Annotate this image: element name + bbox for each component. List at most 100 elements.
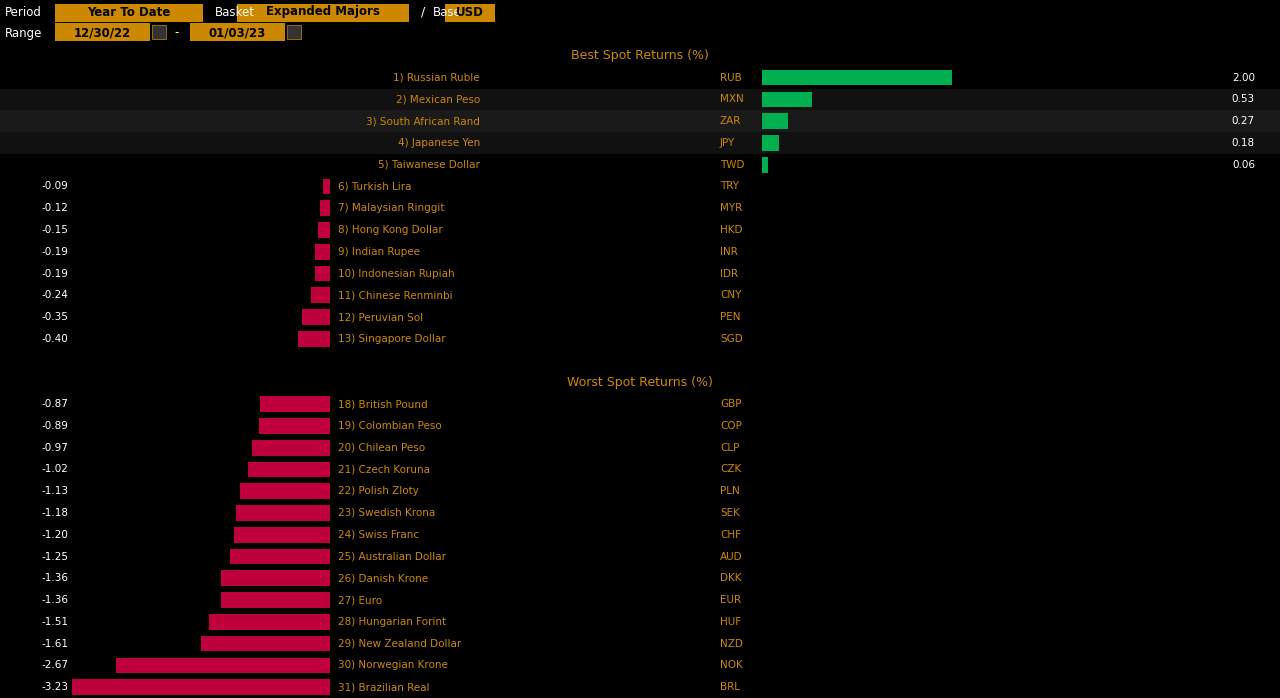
Text: -1.51: -1.51 xyxy=(41,617,68,627)
Text: 24) Swiss Franc: 24) Swiss Franc xyxy=(338,530,419,540)
Bar xyxy=(230,549,330,565)
Text: 13) Singapore Dollar: 13) Singapore Dollar xyxy=(338,334,445,344)
Text: 2.00: 2.00 xyxy=(1231,73,1254,82)
Text: 12/30/22: 12/30/22 xyxy=(73,27,131,40)
Text: 0.18: 0.18 xyxy=(1231,138,1254,148)
Text: 0.06: 0.06 xyxy=(1231,160,1254,170)
Text: Basket: Basket xyxy=(215,6,255,19)
Text: IDR: IDR xyxy=(719,269,739,279)
Bar xyxy=(302,309,330,325)
Text: TRY: TRY xyxy=(719,181,739,191)
Bar xyxy=(72,679,330,695)
Text: -1.36: -1.36 xyxy=(41,595,68,605)
Text: NZD: NZD xyxy=(719,639,742,648)
Text: CNY: CNY xyxy=(719,290,741,300)
Text: Best Spot Returns (%): Best Spot Returns (%) xyxy=(571,50,709,62)
Text: GBP: GBP xyxy=(719,399,741,409)
Text: AUD: AUD xyxy=(719,551,742,561)
FancyBboxPatch shape xyxy=(152,25,166,39)
Text: -0.35: -0.35 xyxy=(41,312,68,322)
Text: 0.53: 0.53 xyxy=(1231,94,1254,105)
Bar xyxy=(0,132,1280,154)
Bar xyxy=(762,135,780,151)
Text: -0.40: -0.40 xyxy=(41,334,68,344)
Text: CZK: CZK xyxy=(719,464,741,475)
FancyBboxPatch shape xyxy=(237,4,410,22)
Bar xyxy=(236,505,330,521)
Bar xyxy=(116,658,330,673)
Text: Year To Date: Year To Date xyxy=(87,6,170,19)
Text: -0.97: -0.97 xyxy=(41,443,68,453)
FancyBboxPatch shape xyxy=(287,25,301,39)
Bar xyxy=(762,113,787,129)
Text: RUB: RUB xyxy=(719,73,741,82)
Text: 7) Malaysian Ringgit: 7) Malaysian Ringgit xyxy=(338,203,444,214)
Bar xyxy=(0,110,1280,132)
Text: 4) Japanese Yen: 4) Japanese Yen xyxy=(398,138,480,148)
Text: -1.36: -1.36 xyxy=(41,573,68,584)
Text: -1.02: -1.02 xyxy=(41,464,68,475)
Bar xyxy=(315,244,330,260)
Text: 23) Swedish Krona: 23) Swedish Krona xyxy=(338,508,435,518)
Text: 10) Indonesian Rupiah: 10) Indonesian Rupiah xyxy=(338,269,454,279)
Text: PEN: PEN xyxy=(719,312,741,322)
Bar xyxy=(762,70,952,85)
Text: 12) Peruvian Sol: 12) Peruvian Sol xyxy=(338,312,424,322)
Text: 25) Australian Dollar: 25) Australian Dollar xyxy=(338,551,445,561)
Text: 0.27: 0.27 xyxy=(1231,116,1254,126)
Bar xyxy=(260,396,330,412)
Bar xyxy=(234,527,330,542)
Text: 2) Mexican Peso: 2) Mexican Peso xyxy=(396,94,480,105)
Text: -0.09: -0.09 xyxy=(41,181,68,191)
Bar xyxy=(298,331,330,347)
Text: Range: Range xyxy=(5,27,42,40)
Text: /: / xyxy=(421,6,425,19)
Text: 11) Chinese Renminbi: 11) Chinese Renminbi xyxy=(338,290,453,300)
Text: -1.25: -1.25 xyxy=(41,551,68,561)
Text: 18) British Pound: 18) British Pound xyxy=(338,399,428,409)
Text: JPY: JPY xyxy=(719,138,735,148)
Text: Period: Period xyxy=(5,6,42,19)
Bar xyxy=(252,440,330,456)
Text: 21) Czech Koruna: 21) Czech Koruna xyxy=(338,464,430,475)
Bar xyxy=(209,614,330,630)
Text: USD: USD xyxy=(456,6,484,19)
Text: 31) Brazilian Real: 31) Brazilian Real xyxy=(338,682,430,692)
Text: -0.24: -0.24 xyxy=(41,290,68,300)
Text: EUR: EUR xyxy=(719,595,741,605)
FancyBboxPatch shape xyxy=(55,23,150,41)
Text: -0.15: -0.15 xyxy=(41,225,68,235)
Text: 26) Danish Krone: 26) Danish Krone xyxy=(338,573,428,584)
Text: 29) New Zealand Dollar: 29) New Zealand Dollar xyxy=(338,639,461,648)
Text: 27) Euro: 27) Euro xyxy=(338,595,383,605)
Text: 30) Norwegian Krone: 30) Norwegian Krone xyxy=(338,660,448,670)
Bar xyxy=(248,461,330,477)
Text: DKK: DKK xyxy=(719,573,741,584)
FancyBboxPatch shape xyxy=(445,4,495,22)
Text: NOK: NOK xyxy=(719,660,742,670)
Text: 22) Polish Zloty: 22) Polish Zloty xyxy=(338,487,419,496)
Text: 20) Chilean Peso: 20) Chilean Peso xyxy=(338,443,425,453)
Text: Expanded Majors: Expanded Majors xyxy=(266,6,380,19)
Text: HUF: HUF xyxy=(719,617,741,627)
Text: -1.61: -1.61 xyxy=(41,639,68,648)
Text: BRL: BRL xyxy=(719,682,740,692)
Bar xyxy=(762,157,768,172)
Text: MYR: MYR xyxy=(719,203,742,214)
Bar xyxy=(311,288,330,303)
Bar xyxy=(323,179,330,194)
Text: PLN: PLN xyxy=(719,487,740,496)
Text: CLP: CLP xyxy=(719,443,740,453)
Text: INR: INR xyxy=(719,247,737,257)
Text: 1) Russian Ruble: 1) Russian Ruble xyxy=(393,73,480,82)
Text: -: - xyxy=(175,27,179,40)
Text: HKD: HKD xyxy=(719,225,742,235)
Text: 3) South African Rand: 3) South African Rand xyxy=(366,116,480,126)
Bar xyxy=(221,570,330,586)
Bar xyxy=(762,91,813,107)
Text: TWD: TWD xyxy=(719,160,745,170)
Text: 5) Taiwanese Dollar: 5) Taiwanese Dollar xyxy=(378,160,480,170)
Text: -0.19: -0.19 xyxy=(41,247,68,257)
Bar xyxy=(315,266,330,281)
Text: SGD: SGD xyxy=(719,334,742,344)
